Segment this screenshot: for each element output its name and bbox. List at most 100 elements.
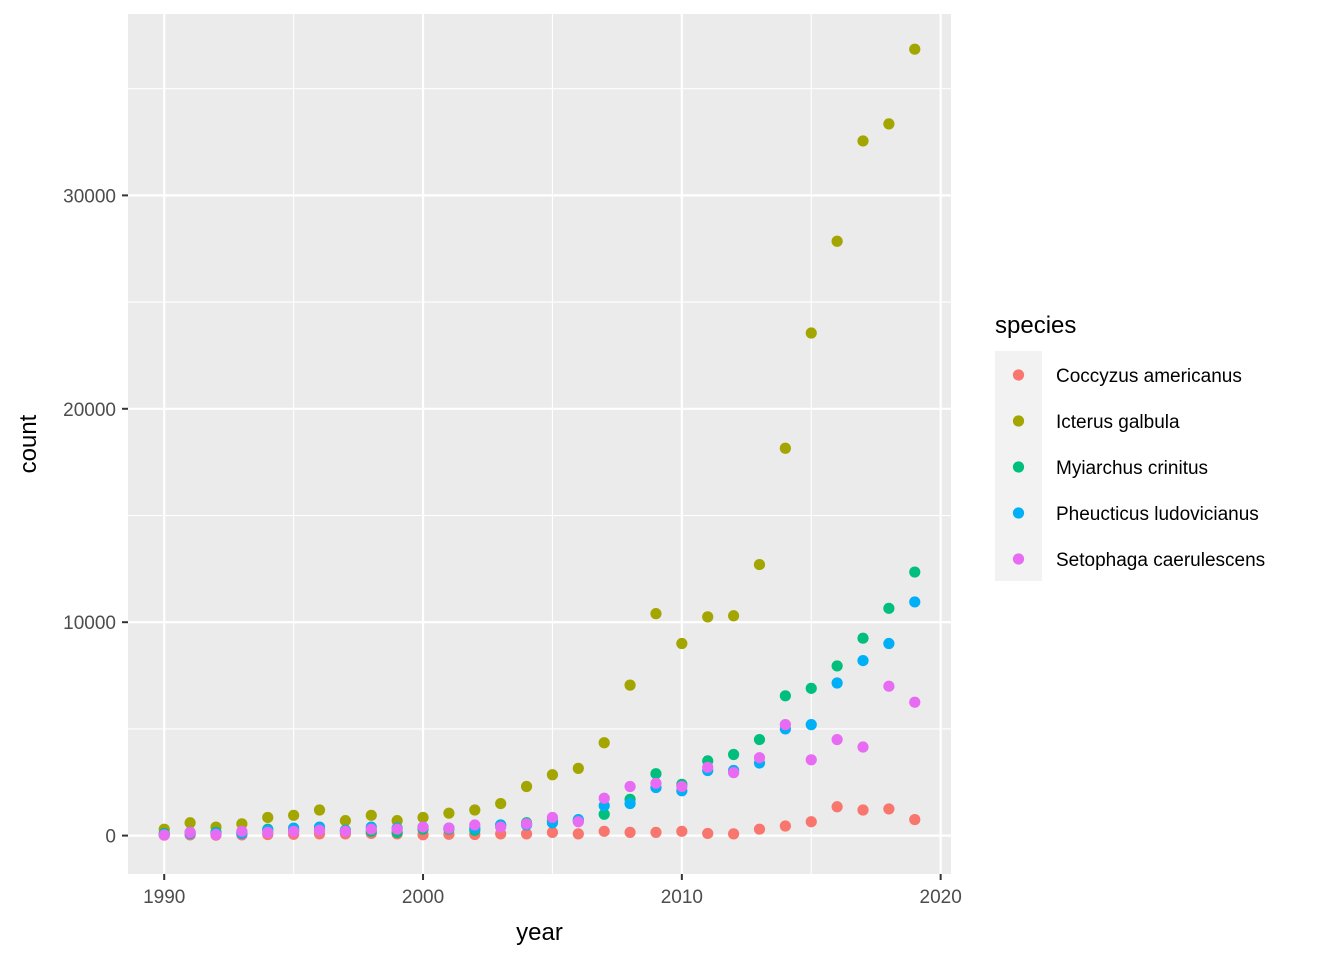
legend-items: Coccyzus americanus Icterus galbula Myiarc… <box>1012 366 1265 571</box>
data-point <box>883 602 895 614</box>
data-point <box>883 680 895 692</box>
y-axis-ticks: 0 10000 20000 30000 <box>63 186 128 848</box>
data-point <box>313 824 326 836</box>
x-tick-label: 1990 <box>143 887 185 908</box>
data-point <box>805 327 817 339</box>
legend-key <box>1012 369 1025 381</box>
data-point <box>753 823 766 835</box>
legend-label: Icterus galbula <box>1056 412 1180 433</box>
data-point <box>210 828 222 841</box>
data-point <box>598 737 610 749</box>
data-point <box>624 797 636 810</box>
x-tick-label: 2020 <box>920 887 962 908</box>
y-axis-title: count <box>15 414 42 473</box>
x-tick-label: 2010 <box>661 887 703 908</box>
data-point <box>728 748 740 761</box>
data-point <box>469 804 481 816</box>
data-points <box>158 43 921 841</box>
x-axis-title: year <box>516 919 563 946</box>
data-point <box>520 780 533 793</box>
data-point <box>520 828 533 840</box>
data-point <box>883 803 895 815</box>
data-point <box>909 813 921 826</box>
data-point <box>857 632 869 644</box>
data-point <box>676 780 688 793</box>
data-point <box>262 811 274 824</box>
data-point <box>598 825 610 837</box>
data-point <box>702 611 714 623</box>
data-point <box>909 596 921 608</box>
data-point <box>546 811 559 824</box>
data-point <box>883 118 895 130</box>
panel-background <box>128 14 951 874</box>
data-point <box>365 823 377 835</box>
series-icterus-galbula <box>158 43 921 835</box>
data-point <box>676 637 688 650</box>
data-point <box>520 818 533 830</box>
data-point <box>702 827 714 840</box>
data-point <box>702 761 714 773</box>
y-tick-label: 20000 <box>63 400 116 421</box>
data-point <box>857 655 869 667</box>
data-point <box>391 823 403 835</box>
data-point <box>883 637 895 650</box>
data-point <box>728 610 740 622</box>
data-point <box>339 825 351 837</box>
data-point <box>753 733 766 746</box>
data-point <box>339 815 351 827</box>
data-point <box>909 43 921 55</box>
data-point <box>909 566 921 578</box>
data-point <box>779 442 791 454</box>
data-point <box>676 825 688 837</box>
data-point <box>236 825 248 837</box>
data-point <box>753 558 766 571</box>
data-point <box>572 762 584 774</box>
data-point <box>650 608 662 620</box>
data-point <box>650 826 662 838</box>
data-point <box>650 777 662 789</box>
data-point <box>546 826 559 838</box>
data-point <box>184 817 196 829</box>
data-point <box>546 769 559 781</box>
legend-label: Myiarchus crinitus <box>1056 458 1208 479</box>
series-setophaga-caerulescens <box>158 680 921 841</box>
data-point <box>857 804 869 816</box>
y-tick-label: 10000 <box>63 613 116 634</box>
data-point <box>728 767 740 779</box>
legend-key <box>1012 415 1025 427</box>
x-axis-ticks: 1990 2000 2010 2020 <box>143 874 962 908</box>
data-point <box>624 780 636 793</box>
data-point <box>805 682 817 694</box>
data-point <box>831 733 843 746</box>
data-point <box>624 679 636 691</box>
legend-label: Coccyzus americanus <box>1056 366 1242 387</box>
data-point <box>831 677 843 689</box>
data-point <box>831 801 843 813</box>
data-point <box>288 825 300 837</box>
data-point <box>650 768 662 780</box>
data-point <box>857 741 869 753</box>
data-point <box>598 808 610 820</box>
data-point <box>495 797 507 810</box>
data-point <box>753 752 766 764</box>
y-tick-label: 30000 <box>63 186 116 207</box>
data-point <box>805 816 817 828</box>
legend-key <box>1012 461 1025 473</box>
data-point <box>469 819 481 831</box>
data-point <box>495 821 507 833</box>
data-point <box>779 820 791 832</box>
data-point <box>262 826 274 838</box>
data-point <box>365 809 377 821</box>
legend-key <box>1012 553 1025 565</box>
data-point <box>288 809 300 821</box>
data-point <box>779 719 791 731</box>
data-point <box>857 135 869 147</box>
data-point <box>598 792 610 804</box>
data-point <box>624 826 636 838</box>
data-point <box>443 822 455 834</box>
y-tick-label: 0 <box>105 827 116 848</box>
data-point <box>572 816 584 828</box>
data-point <box>831 235 843 247</box>
